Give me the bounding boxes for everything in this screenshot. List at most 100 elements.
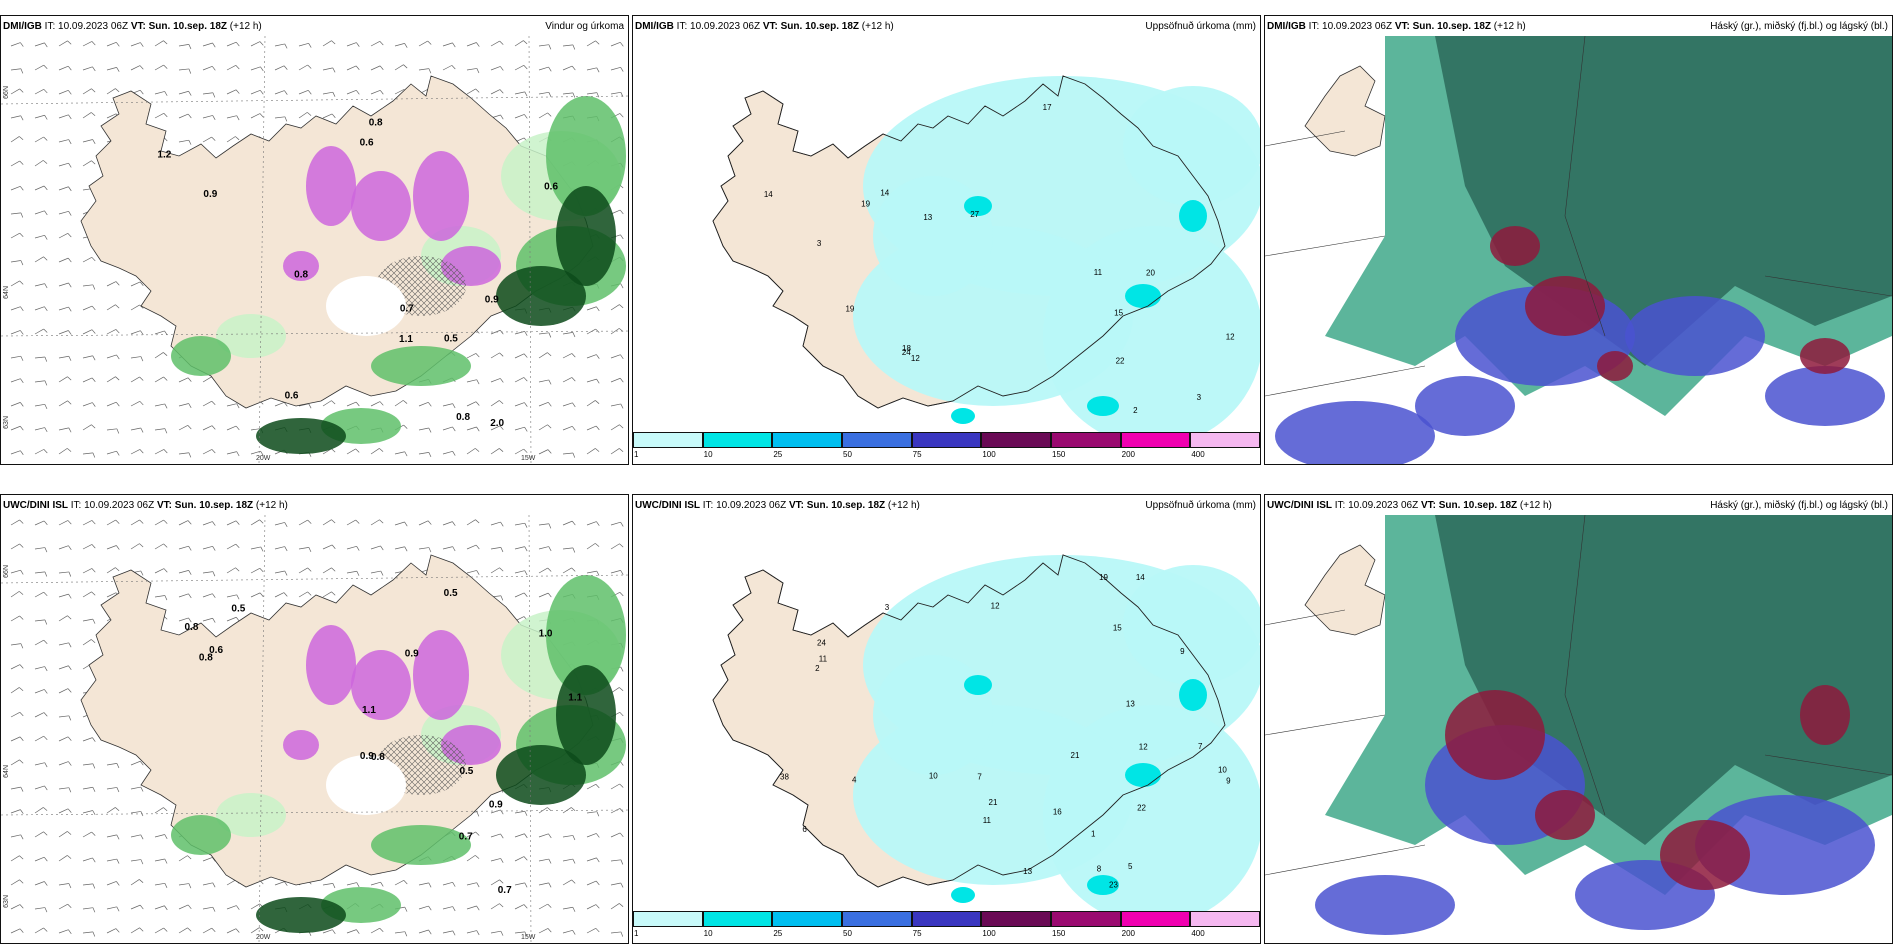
colorbar-swatch — [1120, 432, 1191, 448]
panel-header: UWC/DINI ISL IT: 10.09.2023 06Z VT: Sun.… — [3, 500, 288, 511]
precip-value-label: 0.9 — [203, 189, 217, 200]
panel-dmi-precip: DMI/IGB IT: 10.09.2023 06Z VT: Sun. 10.s… — [632, 15, 1261, 465]
precip-amount-label: 14 — [764, 190, 773, 199]
precip-amount-label: 13 — [923, 213, 932, 222]
colorbar-swatch — [1120, 911, 1191, 927]
panel-dmi-wind: DMI/IGB IT: 10.09.2023 06Z VT: Sun. 10.s… — [0, 15, 629, 465]
lat-tick-66n: 66N — [3, 565, 10, 578]
colorbar-label: 100 — [982, 929, 996, 938]
colorbar-label: 10 — [703, 450, 713, 459]
colorbar-swatch — [772, 432, 842, 448]
precip-value-label: 0.8 — [294, 270, 308, 281]
precip-amount-label: 13 — [1023, 867, 1032, 876]
lat-tick-63n: 63N — [3, 416, 10, 429]
precip-amount-label: 21 — [1071, 751, 1080, 760]
colorbar-swatch — [633, 911, 703, 927]
colorbar-label: 75 — [912, 450, 922, 459]
precip-value-label: 0.5 — [231, 604, 245, 615]
precip-amount-label: 5 — [1128, 862, 1133, 871]
precip-amount-label: 12 — [911, 354, 920, 363]
colorbar-swatch — [1190, 432, 1260, 448]
precip-amount-label: 7 — [1198, 742, 1203, 751]
precip-amount-label: 16 — [1053, 807, 1062, 816]
precip-amount-label: 11 — [983, 816, 992, 825]
colorbar-swatch — [842, 911, 912, 927]
colorbar-label: 400 — [1191, 929, 1205, 938]
precip-value-label: 0.9 — [489, 799, 503, 810]
precip-amount-label: 10 — [1218, 766, 1227, 775]
lat-tick-63n: 63N — [3, 895, 10, 908]
panel-header: UWC/DINI ISL IT: 10.09.2023 06Z VT: Sun.… — [635, 500, 920, 511]
precip-amount-label: 1 — [1091, 829, 1096, 838]
colorbar-swatch — [702, 911, 773, 927]
precip-amount-label: 13 — [1126, 700, 1135, 709]
lon-tick-20w: 20W — [256, 934, 271, 941]
precip-amount-label: 20 — [1146, 269, 1155, 278]
accumulated-precip-map: 8121110211413129756101519223824119162171… — [633, 515, 1260, 913]
precip-amount-label: 19 — [845, 305, 854, 314]
colorbar-label: 25 — [773, 450, 783, 459]
panel-header: DMI/IGB IT: 10.09.2023 06Z VT: Sun. 10.s… — [635, 21, 894, 32]
precip-amount-label: 22 — [1116, 356, 1125, 365]
precip-amount-label: 10 — [929, 772, 938, 781]
precip-value-label: 1.2 — [157, 150, 171, 161]
precip-amount-label: 21 — [989, 798, 998, 807]
precip-amount-label: 19 — [1099, 573, 1108, 582]
precip-amount-label: 6 — [802, 825, 807, 834]
precip-value-label: 0.9 — [485, 294, 499, 305]
panel-header: UWC/DINI ISL IT: 10.09.2023 06Z VT: Sun.… — [1267, 500, 1552, 511]
precip-amount-label: 18 — [902, 344, 911, 353]
precip-value-label: 0.8 — [185, 622, 199, 633]
colorbar-label: 75 — [912, 929, 922, 938]
precip-amount-label: 3 — [817, 239, 822, 248]
iceland-land — [80, 554, 594, 888]
precip-value-label: 0.5 — [459, 766, 473, 777]
precip-amount-label: 12 — [1226, 332, 1235, 341]
colorbar-label: 1 — [634, 450, 639, 459]
precip-amount-label: 24 — [817, 638, 826, 647]
colorbar-label: 100 — [982, 450, 996, 459]
precip-value-label: 0.8 — [199, 653, 213, 664]
precip-value-label: 0.8 — [456, 412, 470, 423]
colorbar-label: 1 — [634, 929, 639, 938]
precip-value-label: 0.8 — [369, 117, 383, 128]
precip-value-label: 0.6 — [360, 138, 374, 149]
precip-value-label: 1.1 — [362, 705, 376, 716]
colorbar-label: 200 — [1121, 929, 1136, 938]
precip-amount-label: 23 — [1109, 881, 1118, 890]
cloud-cover-map — [1265, 515, 1892, 943]
panel-product-title: Uppsöfnuð úrkoma (mm) — [1145, 21, 1256, 32]
colorbar-label: 50 — [843, 929, 852, 938]
wind-precip-map: 0.7 0.9 0.6 0.8 1.1 0.8 0.6 0.5 1.2 0.8 0.9 2.0 0.6 — [1, 36, 628, 464]
precip-amount-label: 11 — [1094, 268, 1103, 277]
precip-amount-label: 9 — [1180, 647, 1185, 656]
precip-amount-label: 14 — [1136, 573, 1145, 582]
precip-value-label: 0.7 — [498, 885, 512, 896]
colorbar-label: 10 — [703, 929, 713, 938]
accumulated-precip-map: 19 18 13 14 3 14 12 12 19 11 20 24 22 15 17 2 3 27 — [633, 36, 1260, 434]
precip-value-label: 0.6 — [544, 181, 558, 192]
precip-colorbar: 1 10 25 50 75 100 150 200 400 — [633, 432, 1260, 462]
colorbar-swatch — [911, 432, 982, 448]
precip-amount-label: 4 — [852, 776, 857, 785]
panel-uwc-cloud: UWC/DINI ISL IT: 10.09.2023 06Z VT: Sun.… — [1264, 494, 1893, 944]
precip-colorbar: 1 10 25 50 75 100 150 200 400 — [633, 911, 1260, 941]
colorbar-label: 25 — [773, 929, 783, 938]
precip-amount-label: 24 — [902, 348, 911, 357]
panel-product-title: Vindur og úrkoma — [545, 21, 624, 32]
precip-amount-label: 2 — [1133, 406, 1138, 415]
colorbar-label: 50 — [843, 450, 852, 459]
panel-product-title: Uppsöfnuð úrkoma (mm) — [1145, 500, 1256, 511]
precip-amount-label: 15 — [1114, 309, 1123, 318]
precip-amount-label: 27 — [970, 210, 979, 219]
precip-amount-label: 38 — [780, 772, 789, 781]
precip-value-label: 0.9 — [405, 648, 419, 659]
precip-amount-label: 7 — [977, 773, 982, 782]
panel-header: DMI/IGB IT: 10.09.2023 06Z VT: Sun. 10.s… — [1267, 21, 1526, 32]
precip-value-label: 0.7 — [459, 832, 473, 843]
precip-value-label: 1.1 — [399, 334, 413, 345]
precip-amount-label: 15 — [1113, 623, 1122, 632]
wind-precip-map: 1.10.50.70.90.80.51.00.80.90.80.60.70.51… — [1, 515, 628, 943]
precip-value-label: 1.1 — [568, 692, 582, 703]
colorbar-swatch — [1190, 911, 1260, 927]
